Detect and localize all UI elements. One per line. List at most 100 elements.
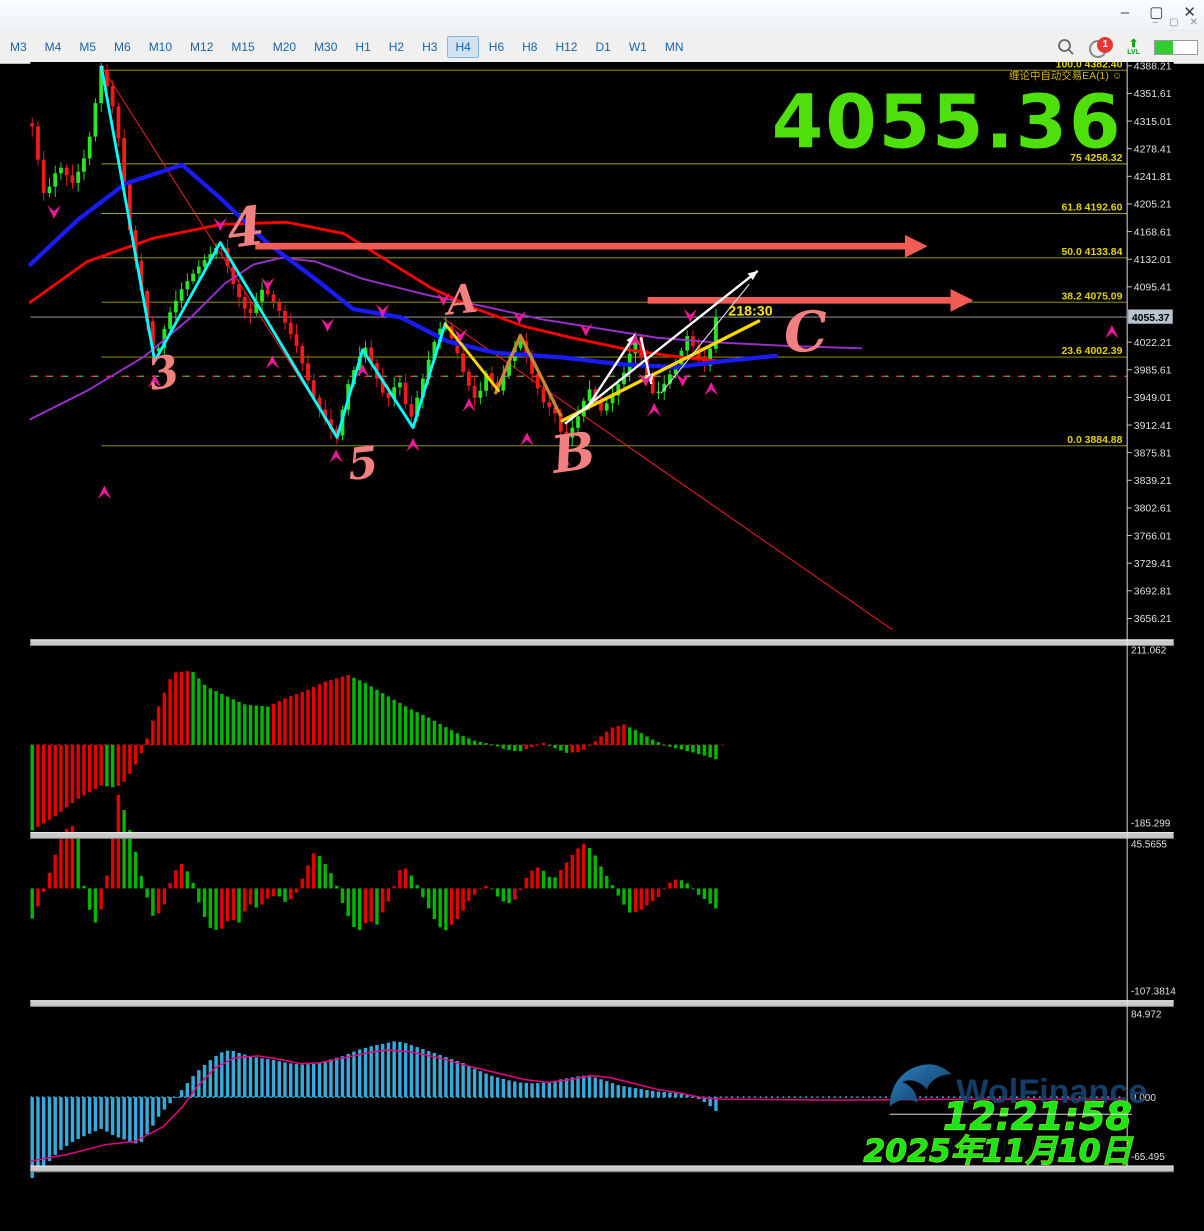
tab-timeframe-H8[interactable]: H8 xyxy=(522,40,538,54)
toolbar-right-icons: 1 ⬆ LVL xyxy=(1057,36,1198,58)
fractal-up-arrow-6 xyxy=(406,438,420,452)
tab-timeframe-H2[interactable]: H2 xyxy=(388,40,405,54)
chart-restore-button[interactable]: ▢ xyxy=(1169,17,1179,28)
fib-label-61.8: 61.8 4192.60 xyxy=(1061,203,1122,214)
notifications-icon[interactable]: 1 xyxy=(1089,37,1114,58)
tab-timeframe-MN[interactable]: MN xyxy=(664,40,684,54)
fractal-up-arrow-8 xyxy=(520,432,534,446)
lvl-icon[interactable]: ⬆ LVL xyxy=(1127,37,1140,56)
fractal-down-arrow-8 xyxy=(453,328,468,343)
axis-price-label: 4388.21 xyxy=(1134,62,1172,73)
tab-timeframe-H3[interactable]: H3 xyxy=(422,40,438,54)
up-arrow-icon: ⬆ xyxy=(1129,37,1139,50)
tab-timeframe-M15[interactable]: M15 xyxy=(231,40,255,54)
red-trendline-1 xyxy=(102,67,340,441)
tab-timeframe-M10[interactable]: M10 xyxy=(148,40,173,54)
wave-letter-B: B xyxy=(546,421,599,487)
timeframe-toolbar: M3 M4 M5 M6 M10 M12 M15 M20 M30 H1 H2 H3 H4 H6 H8 H12 D1… xyxy=(0,30,1204,64)
ma-purple xyxy=(29,256,863,421)
macd-blue-signal-line xyxy=(29,1049,1124,1162)
fractal-up-arrow-1 xyxy=(97,485,112,499)
fractal-down-arrow-11 xyxy=(639,373,653,387)
tab-timeframe-D1[interactable]: D1 xyxy=(595,40,611,54)
trendline-yellow-a xyxy=(443,322,500,393)
close-button[interactable]: ✕ xyxy=(1183,4,1196,21)
wave-letter-C: C xyxy=(782,298,830,366)
tab-timeframe-H12[interactable]: H12 xyxy=(555,40,578,54)
big-price-display: 4055.36 xyxy=(772,79,1123,165)
trendline-yellow-b xyxy=(560,319,761,423)
tab-timeframe-M4[interactable]: M4 xyxy=(44,40,62,54)
fractal-down-arrow-1 xyxy=(47,205,61,219)
tab-timeframe-M6[interactable]: M6 xyxy=(114,40,131,54)
tab-timeframe-H1[interactable]: H1 xyxy=(355,40,371,54)
axis-panel1-top: 211.062 xyxy=(1131,646,1167,657)
histogram-2-bars xyxy=(30,794,718,931)
axis-price-label: 4278.41 xyxy=(1134,144,1172,155)
axis-price-label: 3656.21 xyxy=(1134,614,1172,625)
clock-time: 12:21:58 xyxy=(943,1094,1132,1138)
lvl-label: LVL xyxy=(1127,48,1140,56)
tab-timeframe-M12[interactable]: M12 xyxy=(190,40,214,54)
axis-price-label: 4132.01 xyxy=(1134,255,1172,266)
fractal-up-arrow-2 xyxy=(148,374,162,388)
fractal-down-arrow-13 xyxy=(683,308,697,323)
panel-separator-2[interactable] xyxy=(30,832,1174,839)
wave-letter-5: 5 xyxy=(345,437,381,491)
fractal-down-arrow-9 xyxy=(512,310,527,325)
big-red-arrow-head-2 xyxy=(950,288,974,312)
axis-price-label: 3802.61 xyxy=(1134,504,1172,515)
panel-separator-1[interactable] xyxy=(30,639,1174,647)
maximize-button[interactable]: ▢ xyxy=(1149,4,1164,21)
panel-separator-4[interactable] xyxy=(30,1165,1174,1173)
connection-progress-bar xyxy=(1154,39,1198,55)
fib-label-23.6: 23.6 4002.39 xyxy=(1061,346,1122,357)
tab-timeframe-M20[interactable]: M20 xyxy=(272,40,297,54)
axis-panel3-top: 84.972 xyxy=(1131,1009,1162,1020)
fractal-up-arrow-3 xyxy=(265,355,280,369)
fractal-up-arrow-5 xyxy=(356,363,370,378)
axis-price-label: 4205.21 xyxy=(1134,200,1172,211)
tab-timeframe-H6[interactable]: H6 xyxy=(488,40,505,54)
chart-minimize-button[interactable]: – xyxy=(1152,17,1159,28)
fib-label-38.2: 38.2 4075.09 xyxy=(1061,291,1122,302)
axis-price-label: 3766.01 xyxy=(1134,531,1172,542)
white-thin-line xyxy=(660,283,750,394)
axis-price-label: 4095.41 xyxy=(1134,283,1172,294)
axis-price-label: 4351.61 xyxy=(1134,89,1172,100)
tab-timeframe-H4[interactable]: H4 xyxy=(447,36,479,58)
search-icon[interactable] xyxy=(1057,38,1075,56)
axis-price-label: 3949.01 xyxy=(1134,393,1172,404)
big-red-arrow-head-1 xyxy=(904,234,928,258)
fractal-up-arrow-12 xyxy=(704,382,718,396)
tab-timeframe-M3[interactable]: M3 xyxy=(10,40,27,54)
fractal-up-arrow-11 xyxy=(647,402,661,417)
axis-price-label: 4315.01 xyxy=(1134,117,1172,128)
ea-status-label: 缠论中自动交易EA(1) ☺ xyxy=(1009,69,1122,82)
white-arrow-1-head xyxy=(747,270,758,281)
progress-fill xyxy=(1155,40,1173,54)
tab-timeframe-M30[interactable]: M30 xyxy=(314,40,338,54)
tab-timeframe-M5[interactable]: M5 xyxy=(79,40,97,54)
axis-price-label: 3692.81 xyxy=(1134,587,1172,598)
fractal-down-arrow-4 xyxy=(261,277,275,291)
minimize-button[interactable]: – xyxy=(1120,4,1130,21)
axis-price-label: 3729.41 xyxy=(1134,559,1172,570)
chart-close-button[interactable]: ✕ xyxy=(1189,17,1198,28)
axis-price-label: 4241.81 xyxy=(1134,172,1172,183)
axis-panel2-bottom: -107.3814 xyxy=(1131,987,1176,998)
panel-separator-3[interactable] xyxy=(30,1000,1174,1007)
histogram-1-bars xyxy=(30,671,718,831)
current-price-tag: 4055.37 xyxy=(1132,313,1170,324)
axis-panel2-top: 45.5655 xyxy=(1131,839,1167,850)
tab-timeframe-W1[interactable]: W1 xyxy=(628,40,647,54)
macd-blue-bars xyxy=(30,1041,718,1178)
fib-label-0.0: 0.0 3884.88 xyxy=(1067,435,1122,446)
title-bar: – ▢ ✕ – ▢ ✕ xyxy=(0,0,1204,31)
fractal-down-arrow-10 xyxy=(579,323,593,337)
fractal-up-arrow-9 xyxy=(557,453,571,467)
fractal-down-arrow-12 xyxy=(676,373,690,387)
notification-badge: 1 xyxy=(1097,37,1114,53)
